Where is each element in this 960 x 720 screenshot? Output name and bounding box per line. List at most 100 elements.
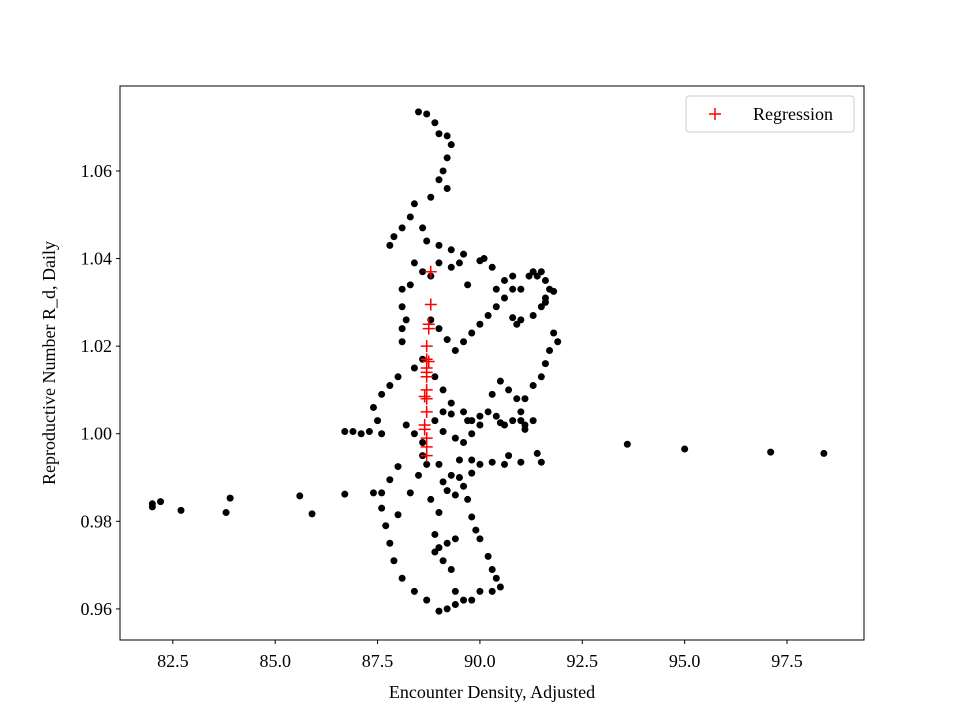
point <box>435 176 443 184</box>
point <box>427 495 435 503</box>
point <box>505 386 513 394</box>
point <box>435 460 443 468</box>
point <box>550 329 558 337</box>
point <box>439 557 447 565</box>
point <box>447 263 455 271</box>
point <box>533 449 541 457</box>
x-tick-label: 85.0 <box>259 651 291 671</box>
y-tick-label: 1.02 <box>81 336 113 356</box>
point <box>443 487 451 495</box>
point <box>541 360 549 368</box>
point <box>378 430 386 438</box>
point <box>420 449 433 462</box>
point <box>398 325 406 333</box>
point <box>529 382 537 390</box>
point <box>488 458 496 466</box>
point <box>431 530 439 538</box>
point <box>537 373 545 381</box>
y-tick-label: 0.98 <box>81 511 113 531</box>
point <box>554 338 562 346</box>
point <box>451 587 459 595</box>
point <box>492 412 500 420</box>
point <box>423 237 431 245</box>
y-tick-label: 1.00 <box>81 424 113 444</box>
point <box>533 272 541 280</box>
point <box>435 241 443 249</box>
point <box>418 390 431 403</box>
point <box>390 233 398 241</box>
point <box>460 482 468 490</box>
point <box>488 390 496 398</box>
point <box>439 478 447 486</box>
y-tick-label: 1.06 <box>81 161 113 181</box>
point <box>509 417 517 425</box>
legend-box <box>685 95 855 133</box>
point <box>226 494 234 502</box>
point <box>148 500 156 508</box>
y-tick-label: 0.96 <box>81 599 113 619</box>
point <box>488 263 496 271</box>
point <box>431 417 439 425</box>
point <box>386 382 394 390</box>
x-tick-label: 97.5 <box>771 651 803 671</box>
point <box>378 489 386 497</box>
point <box>484 408 492 416</box>
point <box>443 184 451 192</box>
point <box>529 417 537 425</box>
point <box>420 392 433 405</box>
point <box>431 373 439 381</box>
x-tick-label: 82.5 <box>157 651 189 671</box>
point <box>767 448 775 456</box>
point <box>402 316 410 324</box>
point <box>378 504 386 512</box>
point <box>476 421 484 429</box>
point <box>422 355 435 368</box>
point <box>505 452 513 460</box>
point <box>394 373 402 381</box>
point <box>460 596 468 604</box>
x-tick-label: 92.5 <box>567 651 599 671</box>
point <box>500 276 508 284</box>
point <box>484 552 492 560</box>
point <box>308 510 316 518</box>
point <box>420 405 433 418</box>
point <box>623 440 631 448</box>
point <box>435 544 443 552</box>
y-tick-label: 1.04 <box>81 249 113 269</box>
point <box>447 565 455 573</box>
point <box>415 471 423 479</box>
point <box>517 408 525 416</box>
point <box>422 322 435 335</box>
point <box>398 224 406 232</box>
point <box>394 463 402 471</box>
point <box>382 522 390 530</box>
point <box>476 257 484 265</box>
point <box>394 511 402 519</box>
point <box>341 428 349 436</box>
point <box>386 539 394 547</box>
point <box>468 513 476 521</box>
point <box>537 268 545 276</box>
point <box>468 596 476 604</box>
point <box>431 119 439 127</box>
point <box>410 430 418 438</box>
point <box>420 370 433 383</box>
point <box>447 399 455 407</box>
point <box>496 419 504 427</box>
point <box>476 460 484 468</box>
point <box>492 285 500 293</box>
point <box>435 509 443 517</box>
point <box>517 458 525 466</box>
point <box>447 141 455 149</box>
point <box>443 132 451 140</box>
point <box>222 509 230 517</box>
point <box>419 438 427 446</box>
point <box>464 495 472 503</box>
plot-frame <box>119 85 865 641</box>
point <box>546 347 554 355</box>
point <box>420 340 433 353</box>
point <box>439 408 447 416</box>
point <box>439 167 447 175</box>
point <box>398 285 406 293</box>
